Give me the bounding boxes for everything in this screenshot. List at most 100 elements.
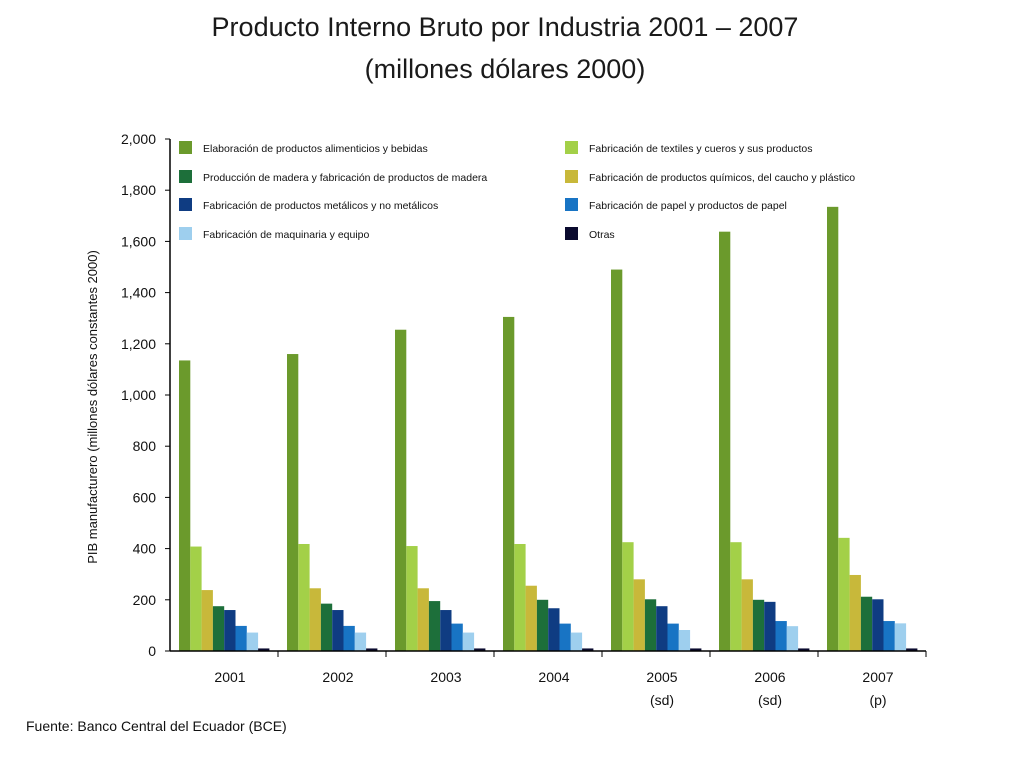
bar-2007-series-1: [827, 206, 839, 651]
legend-swatch: [179, 227, 192, 240]
bar-2006-series-8: [798, 648, 810, 651]
bar-2003-series-3: [417, 588, 429, 651]
bar-2002-series-4: [320, 603, 333, 651]
legend-label: Fabricación de papel y productos de pape…: [589, 200, 787, 212]
y-tick-label: 400: [133, 541, 157, 557]
bar-2007-series-2: [838, 537, 850, 651]
bar-2001-series-7: [246, 632, 259, 651]
bar-2001-series-2: [190, 546, 202, 651]
y-tick-label: 1,200: [121, 336, 156, 352]
x-tick-sublabel: (sd): [758, 692, 782, 708]
bar-2005-series-2: [622, 542, 634, 651]
y-axis-label: PIB manufacturero (millones dólares cons…: [85, 250, 100, 564]
y-tick-label: 800: [133, 438, 157, 454]
legend-label: Fabricación de textiles y cueros y sus p…: [589, 143, 813, 155]
bar-2001-series-5: [224, 610, 236, 651]
bar-2007-series-8: [906, 648, 918, 651]
legend-swatch: [179, 141, 192, 154]
bar-2005-series-7: [678, 630, 691, 651]
bar-2006-series-5: [764, 601, 776, 651]
bar-2007-series-5: [872, 599, 884, 651]
bar-2001-series-3: [201, 590, 213, 651]
legend-label: Fabricación de productos químicos, del c…: [589, 172, 855, 184]
bar-2006-series-6: [775, 621, 787, 651]
bar-2002-series-2: [298, 543, 310, 651]
bar-2007-series-4: [860, 596, 873, 651]
y-tick-label: 1,000: [121, 387, 156, 403]
legend-label: Producción de madera y fabricación de pr…: [203, 172, 487, 184]
y-tick-label: 200: [133, 592, 157, 608]
bar-2004-series-2: [514, 543, 526, 651]
y-tick-label: 1,800: [121, 182, 156, 198]
bar-2005-series-8: [690, 648, 702, 651]
bar-2003-series-2: [406, 546, 418, 651]
bar-2003-series-6: [451, 623, 463, 651]
bar-2004-series-8: [582, 648, 594, 651]
bar-2004-series-3: [525, 585, 537, 651]
bar-2003-series-1: [395, 329, 407, 651]
bar-2004-series-6: [559, 623, 571, 651]
bar-2005-series-6: [667, 623, 679, 651]
bar-2004-series-5: [548, 608, 560, 651]
legend-label: Fabricación de maquinaria y equipo: [203, 229, 370, 241]
y-tick-label: 0: [148, 643, 156, 659]
chart-title: Producto Interno Bruto por Industria 200…: [211, 12, 799, 42]
bar-2007-series-6: [883, 621, 895, 651]
bar-2002-series-6: [343, 625, 355, 651]
legend-swatch: [179, 198, 192, 211]
bar-2004-series-4: [536, 599, 549, 651]
bar-2006-series-2: [730, 542, 742, 651]
y-tick-label: 1,600: [121, 233, 156, 249]
legend-label: Otras: [589, 229, 615, 241]
bar-2002-series-7: [354, 632, 367, 651]
bar-2005-series-3: [633, 579, 645, 651]
bar-2002-series-5: [332, 610, 344, 651]
bar-2004-series-1: [503, 316, 515, 651]
bar-2004-series-7: [570, 632, 583, 651]
legend-swatch: [565, 170, 578, 183]
x-tick-sublabel: (p): [869, 692, 886, 708]
x-tick-label: 2006: [754, 669, 785, 685]
bar-2005-series-5: [656, 606, 668, 651]
legend-label: Elaboración de productos alimenticios y …: [203, 143, 428, 155]
legend-swatch: [179, 170, 192, 183]
source-note: Fuente: Banco Central del Ecuador (BCE): [26, 718, 287, 734]
bar-2002-series-1: [287, 354, 299, 651]
x-tick-label: 2007: [862, 669, 893, 685]
legend-swatch: [565, 141, 578, 154]
bar-2001-series-1: [179, 360, 191, 651]
bar-2001-series-8: [258, 648, 270, 651]
bar-2005-series-4: [644, 599, 657, 651]
legend-label: Fabricación de productos metálicos y no …: [203, 200, 438, 212]
x-tick-label: 2003: [430, 669, 461, 685]
bar-2001-series-6: [235, 625, 247, 651]
x-tick-label: 2004: [538, 669, 569, 685]
bar-2002-series-8: [366, 648, 378, 651]
bar-2001-series-4: [212, 606, 225, 651]
bar-2003-series-4: [428, 601, 441, 651]
x-tick-label: 2001: [214, 669, 245, 685]
x-tick-sublabel: (sd): [650, 692, 674, 708]
bar-2003-series-8: [474, 648, 486, 651]
bar-2006-series-4: [752, 599, 765, 651]
bar-2003-series-7: [462, 632, 475, 651]
bar-2006-series-7: [786, 626, 799, 651]
legend-swatch: [565, 227, 578, 240]
y-tick-label: 600: [133, 489, 157, 505]
bar-2005-series-1: [611, 269, 623, 651]
x-tick-label: 2005: [646, 669, 677, 685]
y-tick-label: 1,400: [121, 285, 156, 301]
axes: 0 200 400 600 800 1,000 1,200 1,400 1,600 1,800 2,…: [85, 131, 927, 708]
bar-2006-series-3: [741, 579, 753, 651]
legend-swatch: [565, 198, 578, 211]
chart-subtitle: (millones dólares 2000): [364, 54, 646, 84]
x-tick-label: 2002: [322, 669, 353, 685]
legend: Elaboración de productos alimenticios y …: [179, 141, 855, 241]
bars: [179, 206, 918, 651]
bar-2007-series-7: [894, 623, 907, 651]
bar-2006-series-1: [719, 231, 731, 651]
bar-2007-series-3: [849, 574, 861, 651]
bar-2002-series-3: [309, 588, 321, 651]
y-tick-label: 2,000: [121, 131, 156, 147]
